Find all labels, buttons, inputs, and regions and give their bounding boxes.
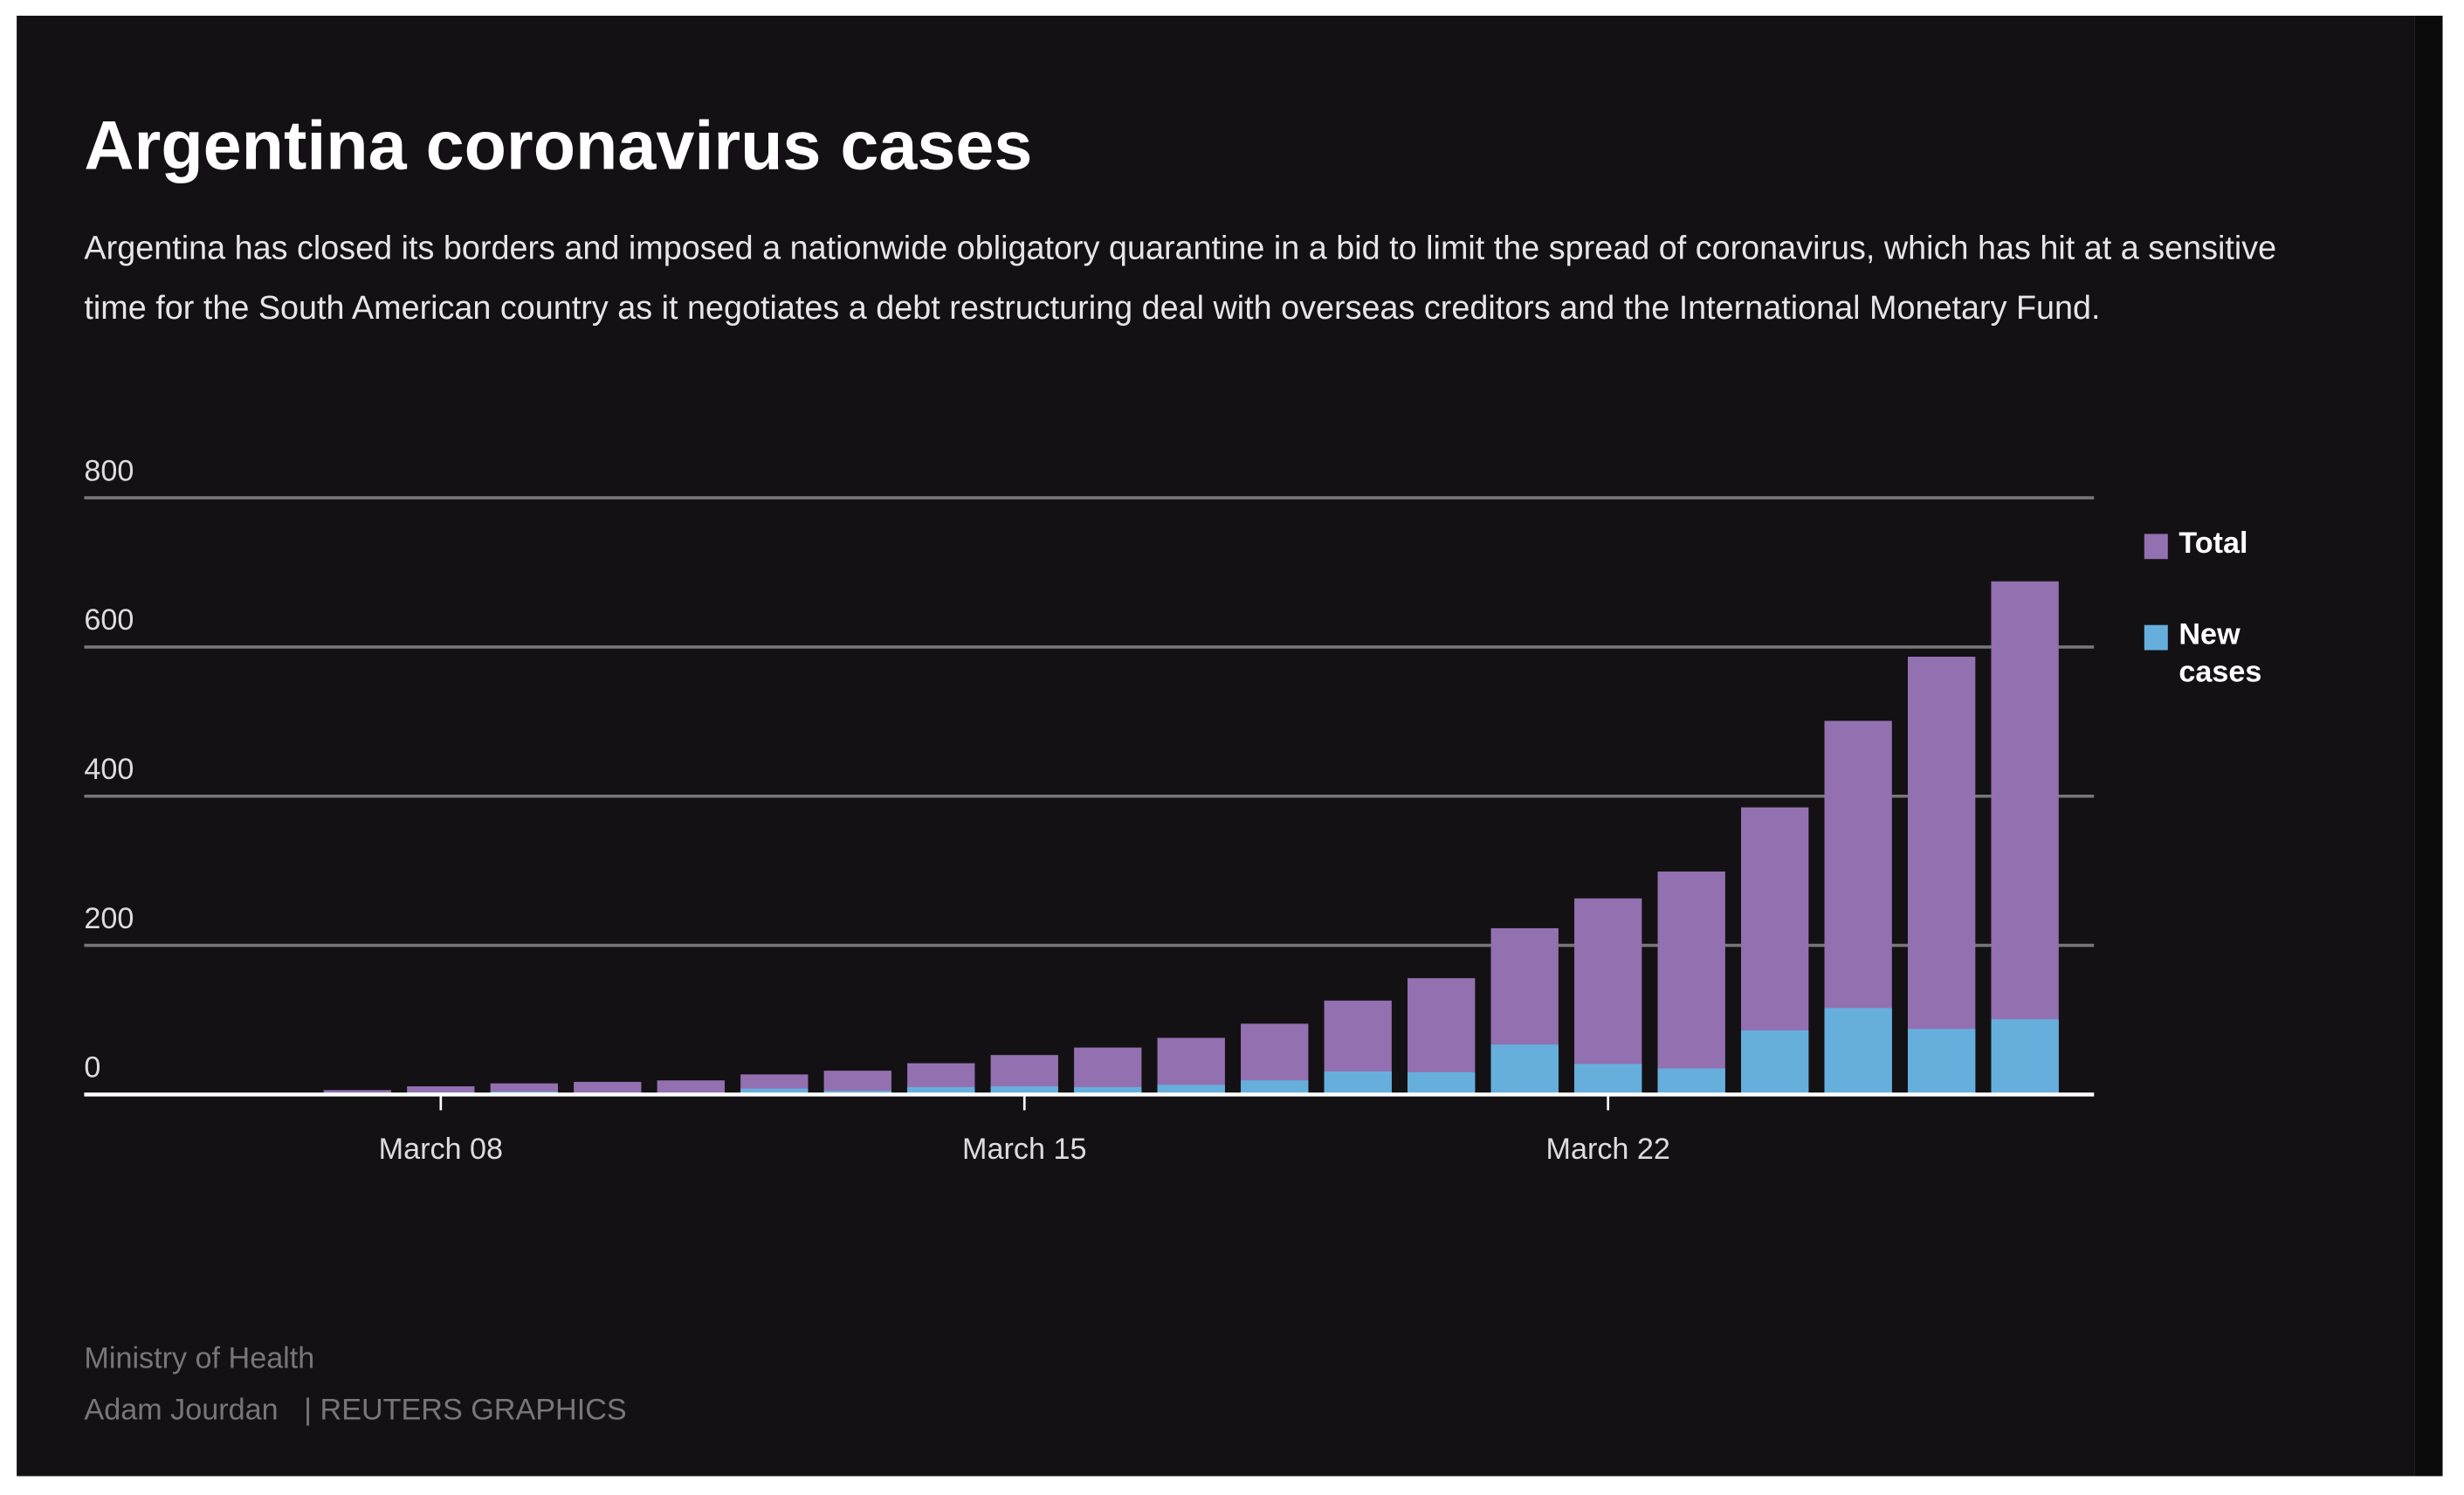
x-tick-label: March 15 bbox=[962, 1133, 1086, 1166]
legend-box: Total bbox=[2178, 527, 2248, 561]
x-tick-label: March 22 bbox=[1546, 1133, 1670, 1166]
legend-swatch bbox=[2144, 534, 2168, 560]
bar bbox=[740, 1088, 809, 1095]
bar bbox=[1324, 1071, 1392, 1095]
bar bbox=[1991, 1019, 2059, 1095]
credit: Adam Jourdan bbox=[84, 1394, 278, 1427]
bar bbox=[907, 1086, 975, 1095]
bar bbox=[1074, 1086, 1142, 1095]
bar bbox=[1157, 1085, 1225, 1095]
bar bbox=[1824, 1008, 1892, 1095]
x-tick-label: March 08 bbox=[379, 1133, 503, 1166]
bar bbox=[1074, 1047, 1142, 1095]
legend-box: New cases bbox=[2178, 618, 2262, 690]
y-tick-label: 800 bbox=[84, 454, 134, 487]
y-tick-label: 600 bbox=[84, 603, 134, 637]
chart-subtitle: Argentina has closed its borders and imp… bbox=[84, 231, 2277, 327]
bar bbox=[990, 1086, 1058, 1095]
bar bbox=[823, 1071, 891, 1095]
publisher: | REUTERS GRAPHICS bbox=[304, 1394, 626, 1427]
legend-swatch bbox=[2144, 624, 2168, 651]
bar bbox=[323, 1090, 391, 1095]
bar bbox=[1741, 1030, 1809, 1095]
bar bbox=[1490, 1044, 1559, 1095]
y-tick-label: 0 bbox=[84, 1051, 100, 1085]
bar bbox=[1408, 1071, 1476, 1095]
bar bbox=[657, 1080, 725, 1095]
bar bbox=[407, 1086, 475, 1095]
bar bbox=[574, 1081, 642, 1095]
y-tick-label: 400 bbox=[84, 753, 134, 786]
bar bbox=[1657, 872, 1725, 1095]
bar bbox=[1241, 1080, 1309, 1095]
bar bbox=[1574, 1064, 1642, 1095]
subtitle-box: Argentina has closed its borders and imp… bbox=[84, 231, 2277, 327]
legend-label: New cases bbox=[2178, 618, 2262, 690]
bar bbox=[1907, 657, 1976, 1095]
bar bbox=[1907, 1029, 1976, 1095]
bar bbox=[1574, 898, 1642, 1095]
legend-label: Total bbox=[2178, 527, 2248, 561]
source: Ministry of Health bbox=[84, 1341, 314, 1374]
edge-strip bbox=[2414, 15, 2443, 1477]
chart-title: Argentina coronavirus cases bbox=[84, 107, 1032, 184]
bar bbox=[1991, 581, 2059, 1095]
y-tick-label: 200 bbox=[84, 902, 134, 935]
bar bbox=[1657, 1068, 1725, 1095]
